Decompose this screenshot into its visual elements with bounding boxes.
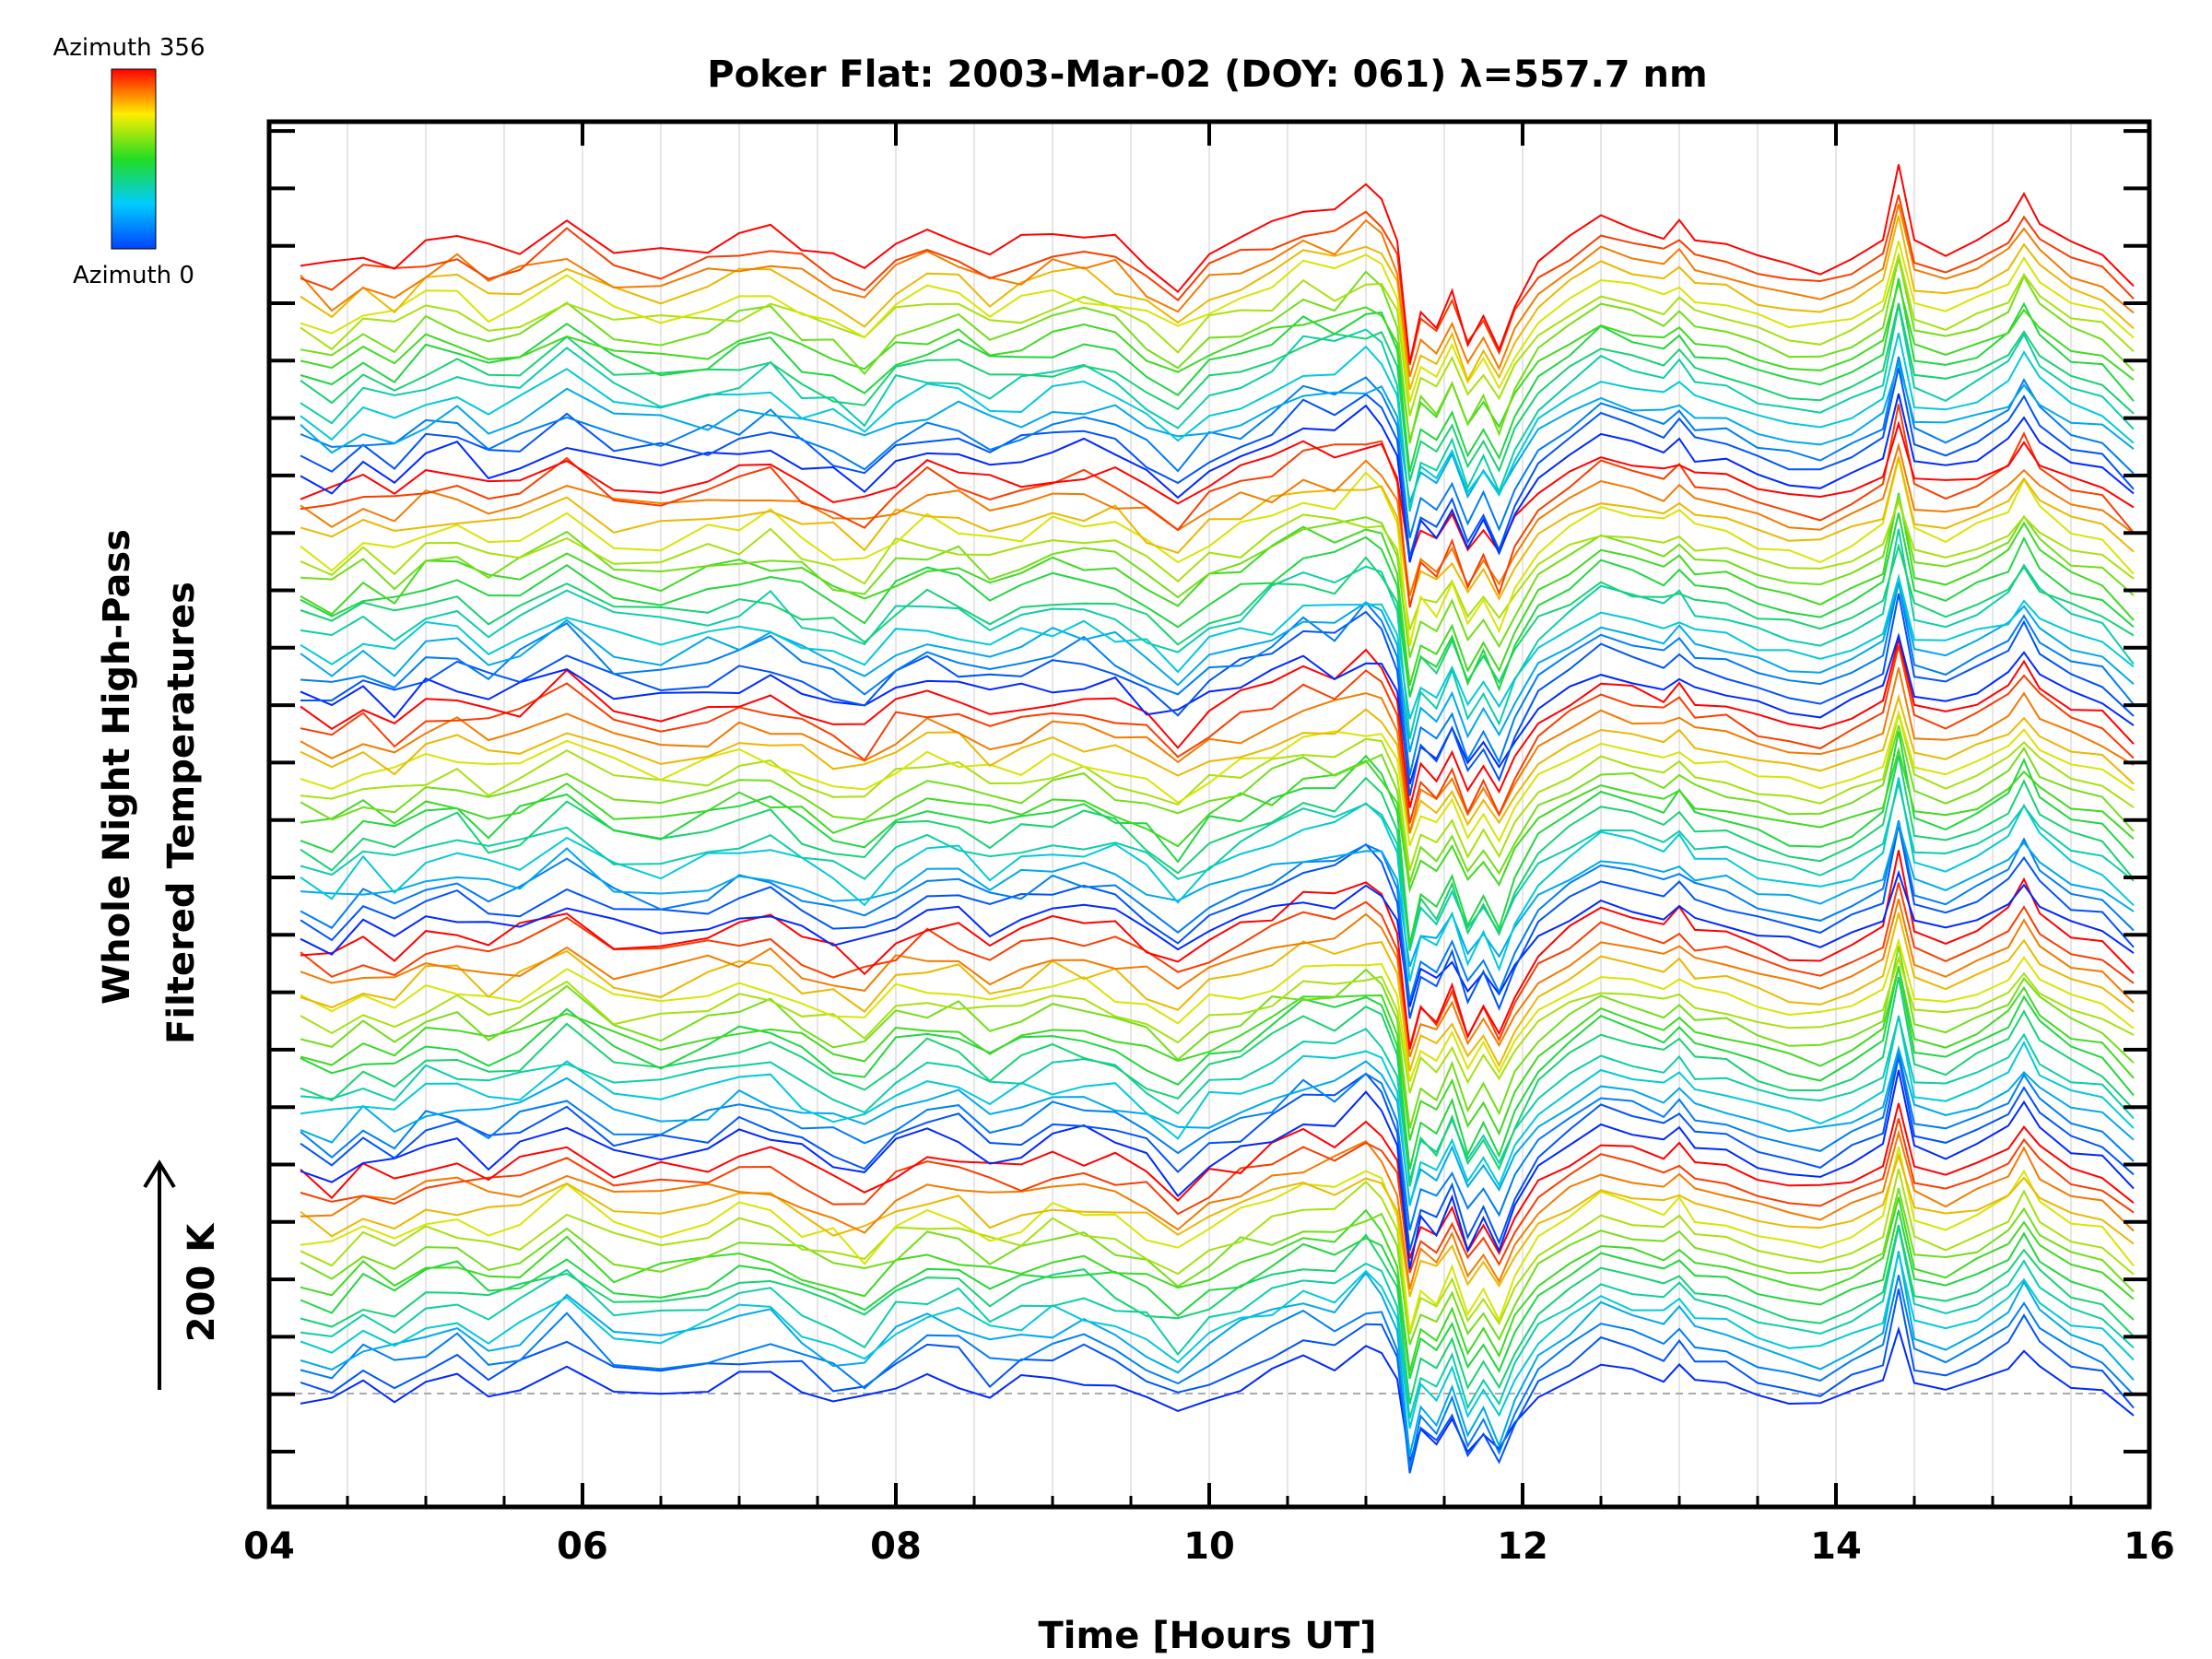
temperature-trace	[300, 441, 2135, 596]
temperature-trace	[300, 746, 2135, 894]
temperature-trace	[300, 498, 2135, 630]
temperature-trace	[300, 977, 2135, 1187]
temperature-trace	[300, 204, 2135, 377]
temperature-trace	[300, 724, 2135, 884]
colorbar: Azimuth 356 Azimuth 0	[53, 34, 205, 289]
temperature-trace	[300, 1275, 2135, 1468]
scale-bar-arrow-head	[143, 1159, 176, 1189]
temperature-trace	[300, 1168, 2135, 1335]
temperature-trace	[300, 1325, 2135, 1463]
temperature-trace	[300, 573, 2135, 720]
temperature-trace	[300, 731, 2135, 946]
temperature-trace	[300, 1224, 2135, 1405]
scale-bar: 200 K	[143, 1159, 223, 1390]
temperature-trace	[300, 1253, 2135, 1430]
temperature-trace	[300, 869, 2135, 1007]
temperature-trace	[300, 645, 2135, 824]
x-tick-label: 10	[1183, 1525, 1235, 1568]
temperature-trace	[300, 241, 2135, 403]
x-ticks: 04 06 08 10 12 14 16	[243, 122, 2175, 1568]
temperature-trace	[300, 457, 2135, 647]
temperature-trace	[300, 1052, 2135, 1231]
temperature-trace	[300, 899, 2135, 1058]
temperature-trace	[300, 882, 2135, 1048]
temperature-trace	[300, 1044, 2135, 1205]
temperature-trace	[300, 528, 2135, 739]
temperature-trace	[300, 494, 2135, 658]
temperature-trace	[300, 278, 2135, 441]
temperature-trace	[300, 755, 2135, 951]
temperature-trace	[300, 966, 2135, 1141]
temperature-trace	[300, 359, 2135, 503]
temperature-trace	[300, 456, 2135, 606]
temperature-trace	[300, 492, 2135, 687]
temperature-trace	[300, 1118, 2135, 1274]
x-axis-label: Time [Hours UT]	[1039, 1615, 1377, 1657]
temperature-trace	[300, 215, 2135, 391]
x-tick-label: 12	[1497, 1525, 1548, 1568]
temperature-trace	[300, 667, 2135, 834]
temperature-trace	[300, 164, 2135, 363]
x-tick-label: 08	[870, 1525, 922, 1568]
temperature-trace	[300, 542, 2135, 698]
temperature-trace	[300, 1015, 2135, 1206]
temperature-trace	[300, 1251, 2135, 1456]
temperature-trace	[300, 1102, 2135, 1259]
temperature-trace	[300, 782, 2135, 951]
temperature-trace	[300, 257, 2135, 444]
temperature-trace	[300, 582, 2135, 753]
temperature-trace	[300, 713, 2135, 871]
temperature-trace	[300, 593, 2135, 796]
temperature-trace	[300, 709, 2135, 847]
temperature-trace	[300, 1209, 2135, 1380]
temperature-trace	[300, 1016, 2135, 1182]
scale-bar-label: 200 K	[181, 1222, 223, 1342]
colorbar-top-label: Azimuth 356	[53, 34, 205, 62]
temperature-trace	[300, 639, 2135, 808]
temperature-trace	[300, 955, 2135, 1094]
temperature-trace	[300, 367, 2135, 558]
x-tick-label: 06	[557, 1525, 608, 1568]
temperature-trace	[300, 277, 2135, 473]
temperature-trace	[300, 1129, 2135, 1290]
temperature-trace	[300, 251, 2135, 417]
temperature-trace	[300, 632, 2135, 785]
y-ticks	[269, 129, 2149, 1453]
temperature-trace	[300, 404, 2135, 608]
temperature-trace	[300, 1146, 2135, 1332]
temperature-trace	[300, 824, 2135, 1019]
temperature-trace	[300, 850, 2135, 1050]
temperature-trace	[300, 1069, 2135, 1270]
temperature-trace	[300, 819, 2135, 968]
x-tick-label: 14	[1810, 1525, 1862, 1568]
y-axis-label-line1: Whole Night High-Pass	[96, 529, 138, 1005]
x-tick-label: 16	[2124, 1525, 2175, 1568]
temperature-trace	[300, 1187, 2135, 1346]
colorbar-gradient	[111, 68, 157, 250]
y-axis-label-line2: Filtered Temperatures	[160, 582, 203, 1044]
temperature-trace	[300, 912, 2135, 1072]
x-tick-label: 04	[243, 1525, 295, 1568]
temperature-trace	[300, 194, 2135, 366]
temperature-trace	[300, 582, 2135, 776]
temperature-trace	[300, 1056, 2135, 1252]
colorbar-bottom-label: Azimuth 0	[73, 262, 194, 289]
temperature-trace	[300, 393, 2135, 563]
temperature-trace	[300, 946, 2135, 1129]
chart-title: Poker Flat: 2003-Mar-02 (DOY: 061) λ=557…	[707, 53, 1707, 96]
temperature-trace	[300, 693, 2135, 834]
temperature-trace	[300, 420, 2135, 563]
temperature-trace	[300, 1226, 2135, 1419]
temperature-trace	[300, 966, 2135, 1171]
temperature-trace	[300, 777, 2135, 982]
temperature-trace	[300, 937, 2135, 1082]
temperature-trace	[300, 1152, 2135, 1298]
temperature-trace	[300, 512, 2135, 698]
temperature-traces	[300, 164, 2135, 1474]
temperature-trace	[300, 819, 2135, 1002]
